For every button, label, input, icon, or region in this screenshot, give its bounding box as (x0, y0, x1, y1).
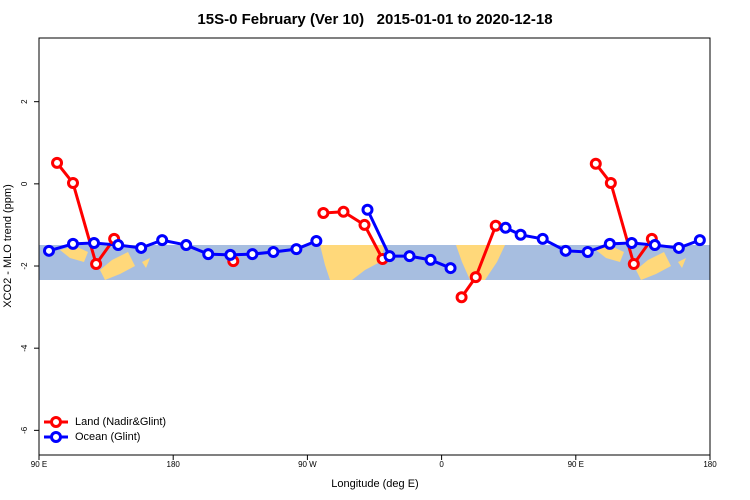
point (310, 234, 323, 247)
point (581, 246, 594, 259)
series-line (55, 161, 654, 299)
y-tick-label: -2 (20, 262, 29, 270)
point (383, 250, 396, 263)
x-tick-label: 90 W (298, 460, 317, 469)
point (648, 239, 661, 252)
y-tick-label: -6 (20, 426, 29, 434)
point (267, 246, 280, 259)
y-axis-label: XCO2 - MLO trend (ppm) (2, 184, 14, 307)
x-tick-label: 0 (439, 460, 444, 469)
point (66, 177, 79, 190)
point (536, 232, 549, 245)
x-tick-label: 90 E (568, 460, 584, 469)
point (135, 241, 148, 254)
point (290, 243, 303, 256)
point (317, 207, 330, 220)
point (627, 257, 640, 270)
point (51, 156, 64, 169)
point (444, 262, 457, 275)
y-tick-label: -4 (20, 344, 29, 352)
legend-label: Ocean (Glint) (75, 431, 140, 443)
point (469, 271, 482, 284)
y-tick-label: 0 (20, 181, 29, 186)
chart-title: 15S-0 February (Ver 10) 2015-01-01 to 20… (197, 11, 552, 28)
point (90, 257, 103, 270)
point (42, 244, 55, 257)
point (224, 248, 237, 261)
point (180, 239, 193, 252)
point (625, 237, 638, 250)
point (358, 218, 371, 231)
point (489, 219, 502, 232)
point (246, 248, 259, 261)
point (514, 228, 527, 241)
x-tick-label: 180 (703, 460, 717, 469)
x-axis-label: Longitude (deg E) (331, 478, 418, 490)
x-tick-label: 90 E (31, 460, 47, 469)
point (499, 221, 512, 234)
point (424, 253, 437, 266)
point (693, 234, 706, 247)
point (66, 237, 79, 250)
point (202, 248, 215, 261)
point (603, 237, 616, 250)
point (156, 234, 169, 247)
plot-frame (38, 37, 711, 456)
point (337, 205, 350, 218)
legend: Land (Nadir&Glint) Ocean (Glint) (44, 416, 166, 443)
point (403, 250, 416, 263)
point (88, 237, 101, 250)
point (112, 239, 125, 252)
point (559, 244, 572, 257)
point (455, 291, 468, 304)
point (672, 241, 685, 254)
point (604, 177, 617, 190)
y-tick-label: 2 (20, 99, 29, 104)
point (361, 203, 374, 216)
legend-label: Land (Nadir&Glint) (75, 416, 166, 428)
x-tick-label: 180 (167, 460, 181, 469)
point (589, 157, 602, 170)
